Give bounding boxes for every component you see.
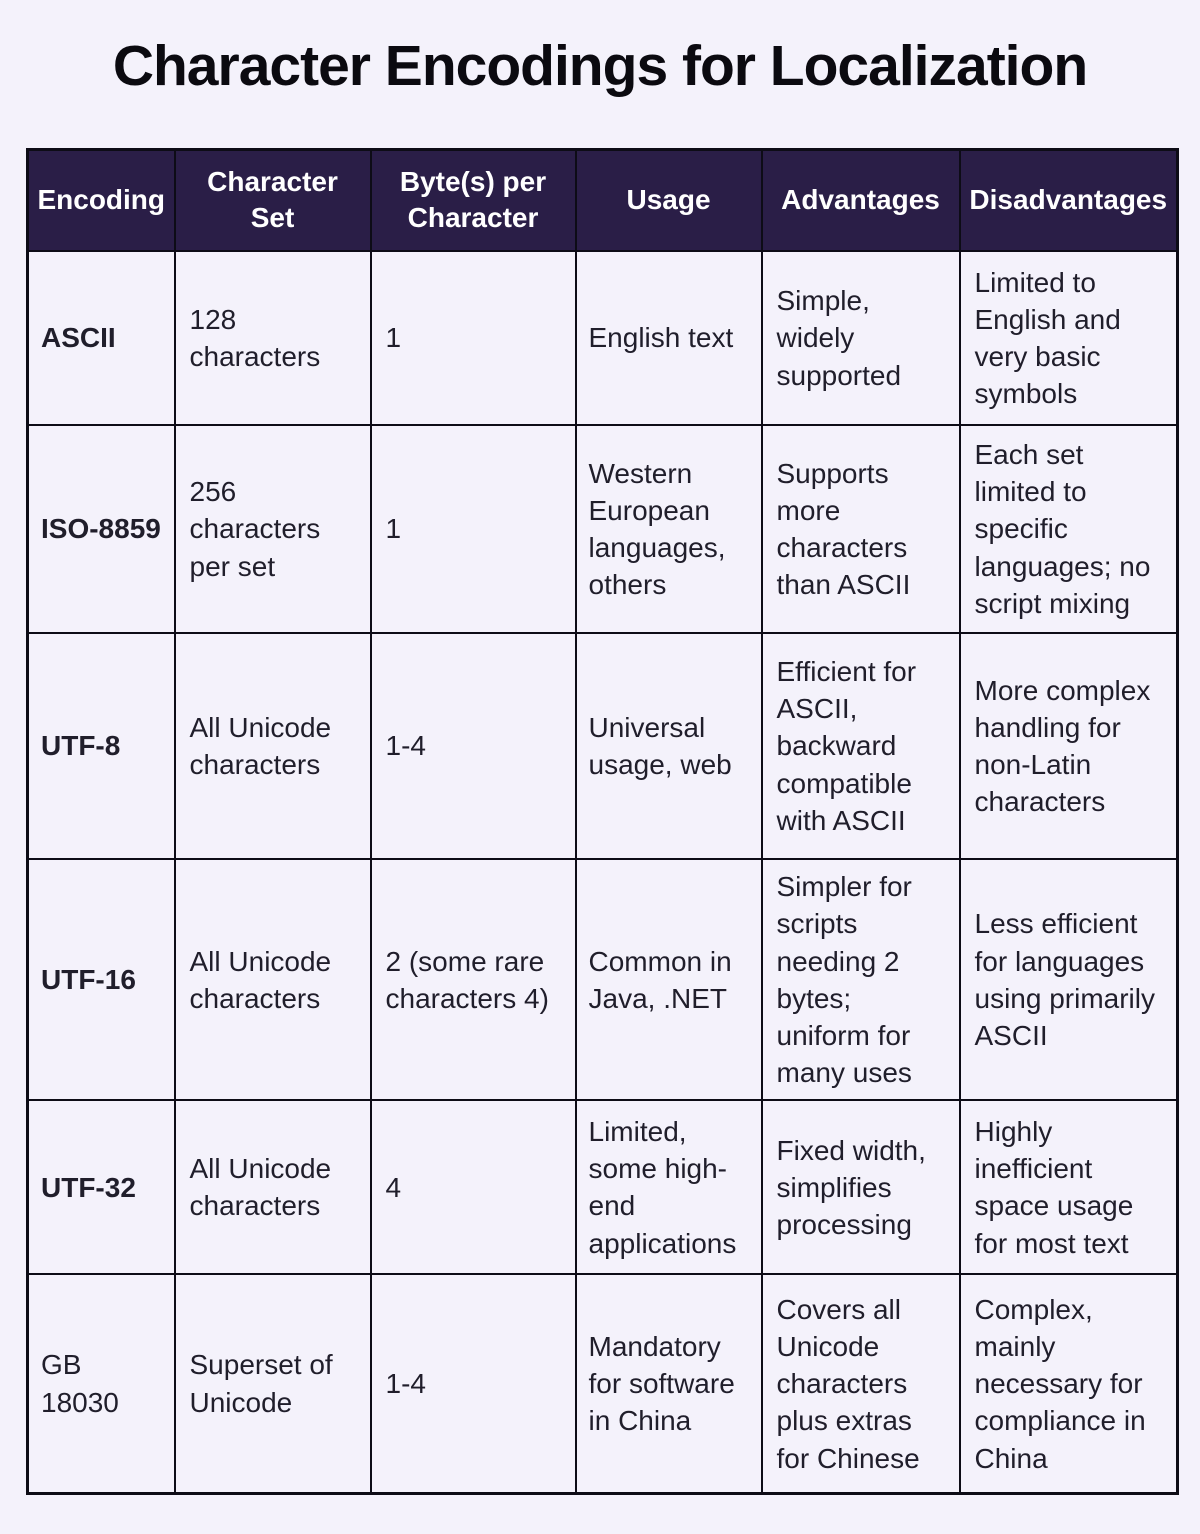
cell-ascii-character-set: 128 characters [173,250,372,427]
cell-gb-18030-encoding: GB 18030 [26,1273,176,1495]
column-header-advantages: Advantages [760,148,961,253]
header-row: Encoding Character Set Byte(s) per Chara… [26,148,1179,253]
table-row-gb-18030: GB 18030 Superset of Unicode 1-4 Mandato… [26,1273,1179,1495]
cell-utf-32-disadvantages: Highly inefficient space usage for most … [958,1099,1179,1276]
cell-utf-8-usage: Universal usage, web [574,632,763,861]
cell-iso-8859-bytes-per-character: 1 [369,424,577,635]
cell-utf-16-character-set: All Unicode characters [173,858,372,1102]
table-row-utf-8: UTF-8 All Unicode characters 1-4 Univers… [26,632,1179,861]
cell-gb-18030-disadvantages: Complex, mainly necessary for compliance… [958,1273,1179,1495]
cell-ascii-disadvantages: Limited to English and very basic symbol… [958,250,1179,427]
table-row-ascii: ASCII 128 characters 1 English text Simp… [26,250,1179,427]
cell-utf-32-encoding: UTF-32 [26,1099,176,1276]
cell-utf-8-advantages: Efficient for ASCII, backward compatible… [760,632,961,861]
cell-utf-32-character-set: All Unicode characters [173,1099,372,1276]
cell-gb-18030-bytes-per-character: 1-4 [369,1273,577,1495]
cell-ascii-advantages: Simple, widely supported [760,250,961,427]
cell-utf-16-advantages: Simpler for scripts needing 2 bytes; uni… [760,858,961,1102]
table-row-utf-16: UTF-16 All Unicode characters 2 (some ra… [26,858,1179,1102]
cell-gb-18030-character-set: Superset of Unicode [173,1273,372,1495]
cell-utf-8-bytes-per-character: 1-4 [369,632,577,861]
cell-gb-18030-advantages: Covers all Unicode characters plus extra… [760,1273,961,1495]
cell-iso-8859-advantages: Supports more characters than ASCII [760,424,961,635]
cell-ascii-usage: English text [574,250,763,427]
cell-iso-8859-encoding: ISO-8859 [26,424,176,635]
column-header-usage: Usage [574,148,763,253]
cell-iso-8859-usage: Western European languages, others [574,424,763,635]
cell-ascii-encoding: ASCII [26,250,176,427]
cell-utf-32-bytes-per-character: 4 [369,1099,577,1276]
cell-utf-8-disadvantages: More complex handling for non-Latin char… [958,632,1179,861]
cell-gb-18030-usage: Mandatory for software in China [574,1273,763,1495]
column-header-character-set: Character Set [173,148,372,253]
page-title: Character Encodings for Localization [112,34,1088,98]
cell-utf-16-usage: Common in Java, .NET [574,858,763,1102]
cell-utf-32-usage: Limited, some high-end applications [574,1099,763,1276]
infographic-canvas: Character Encodings for Localization Enc… [0,34,1200,1534]
cell-ascii-bytes-per-character: 1 [369,250,577,427]
column-header-disadvantages: Disadvantages [958,148,1179,253]
table-row-iso-8859: ISO-8859 256 characters per set 1 Wester… [26,424,1179,635]
cell-utf-8-character-set: All Unicode characters [173,632,372,861]
cell-utf-16-bytes-per-character: 2 (some rare characters 4) [369,858,577,1102]
column-header-bytes-per-character: Byte(s) per Character [369,148,577,253]
column-header-encoding: Encoding [26,148,176,253]
table-row-utf-32: UTF-32 All Unicode characters 4 Limited,… [26,1099,1179,1276]
cell-utf-32-advantages: Fixed width, simplifies processing [760,1099,961,1276]
cell-iso-8859-character-set: 256 characters per set [173,424,372,635]
cell-utf-8-encoding: UTF-8 [26,632,176,861]
encodings-table: Encoding Character Set Byte(s) per Chara… [26,147,1179,1495]
cell-iso-8859-disadvantages: Each set limited to specific languages; … [958,424,1179,635]
cell-utf-16-encoding: UTF-16 [26,858,176,1102]
cell-utf-16-disadvantages: Less efficient for languages using prima… [958,858,1179,1102]
